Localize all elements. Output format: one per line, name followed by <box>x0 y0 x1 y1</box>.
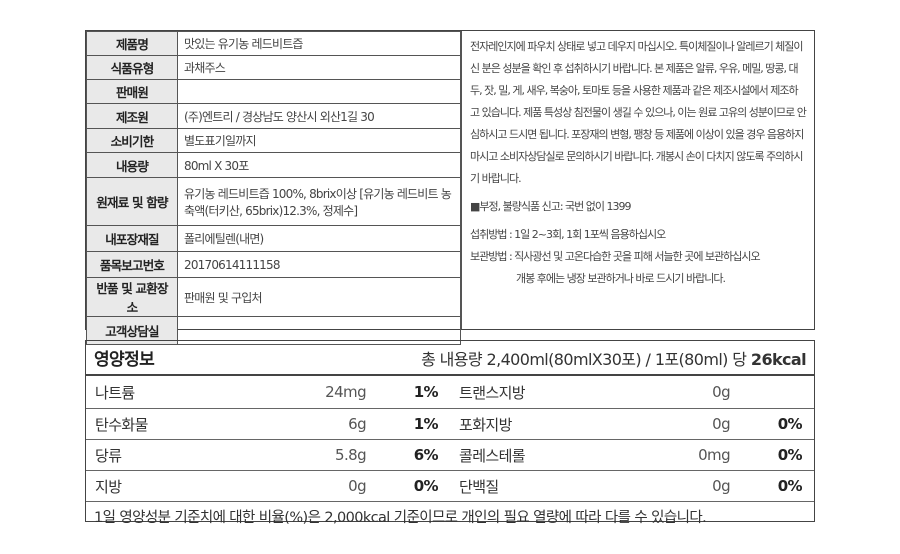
nutrient-percent: 0% <box>777 415 803 433</box>
caution-notes: 전자레인지에 파우치 상태로 넣고 데우지 마십시오. 특이체질이나 알레르기 … <box>461 31 814 329</box>
nutrient-percent: 6% <box>413 446 439 464</box>
kcal-value: 26kcal <box>750 349 807 369</box>
info-row: 판매원 <box>86 79 461 104</box>
nutrient-name: 포화지방 <box>459 415 512 434</box>
info-row: 제품명 맛있는 유기농 레드비트즙 <box>86 31 461 56</box>
info-label: 원재료 및 함량 <box>86 177 178 226</box>
nutrient-cell: 나트륨 24mg 1% <box>86 382 450 403</box>
product-info-box: 제품명 맛있는 유기농 레드비트즙 식품유형 과채주스 판매원 제조원 (주)엔트리 / 경… <box>85 30 815 345</box>
nutrient-cell: 지방 0g 0% <box>86 476 450 497</box>
info-label: 반품 및 교환장소 <box>86 277 178 317</box>
nutrient-cell: 당류 5.8g 6% <box>86 445 450 466</box>
info-row: 원재료 및 함량 유기농 레드비트즙 100%, 8brix이상 [유기농 레드비… <box>86 177 461 226</box>
nutrient-percent: 1% <box>413 383 439 401</box>
nutrient-cell: 포화지방 0g 0% <box>450 414 814 435</box>
nutrient-amount: 0g <box>712 477 730 495</box>
caution-text: 전자레인지에 파우치 상태로 넣고 데우지 마십시오. 특이체질이나 알레르기 … <box>470 40 807 185</box>
nutrient-percent: 0% <box>777 446 803 464</box>
storage-text: 보관방법 : 직사광선 및 고온다습한 곳을 피해 서늘한 곳에 보관하십시오 <box>470 250 761 263</box>
info-value: 20170614111158 <box>177 251 461 278</box>
nutrient-name: 콜레스테롤 <box>459 446 526 465</box>
nutrient-name: 당류 <box>95 446 122 465</box>
nutrient-name: 지방 <box>95 477 122 496</box>
info-value <box>177 79 461 104</box>
info-label: 제품명 <box>86 31 178 56</box>
nutrient-amount: 0mg <box>698 446 730 464</box>
nutrient-name: 나트륨 <box>95 383 135 402</box>
nutrient-cell: 단백질 0g 0% <box>450 476 814 497</box>
info-value: 80ml X 30포 <box>177 152 461 178</box>
serving-info: 총 내용량 2,400ml(80mlX30포) / 1포(80ml) 당 26k… <box>421 346 807 370</box>
nutrient-row: 탄수화물 6g 1% 포화지방 0g 0% <box>86 409 814 440</box>
nutrient-row: 나트륨 24mg 1% 트랜스지방 0g <box>86 376 814 409</box>
nutrient-amount: 5.8g <box>335 446 367 464</box>
info-row: 식품유형 과채주스 <box>86 55 461 80</box>
info-row: 소비기한 별도표기일까지 <box>86 128 461 153</box>
nutrition-header: 영양정보 총 내용량 2,400ml(80mlX30포) / 1포(80ml) … <box>86 341 814 376</box>
nutrient-amount: 0g <box>348 477 366 495</box>
nutrition-footnote: 1일 영양성분 기준치에 대한 비율(%)은 2,000kcal 기준이므로 개… <box>94 510 707 526</box>
info-value: 과채주스 <box>177 55 461 80</box>
nutrition-facts: 영양정보 총 내용량 2,400ml(80mlX30포) / 1포(80ml) … <box>85 340 815 526</box>
nutrient-name: 트랜스지방 <box>459 383 526 402</box>
nutrient-percent: 0% <box>777 477 803 495</box>
serving-text: 총 내용량 2,400ml(80mlX30포) / 1포(80ml) 당 <box>421 349 747 369</box>
info-value: (주)엔트리 / 경상남도 양산시 외산1길 30 <box>177 103 461 129</box>
nutrition-title: 영양정보 <box>94 350 155 370</box>
info-row: 반품 및 교환장소 판매원 및 구입처 <box>86 277 461 317</box>
info-row: 제조원 (주)엔트리 / 경상남도 양산시 외산1길 30 <box>86 103 461 129</box>
nutrient-cell: 탄수화물 6g 1% <box>86 414 450 435</box>
info-label: 내용량 <box>86 152 178 178</box>
info-label: 식품유형 <box>86 55 178 80</box>
info-label: 소비기한 <box>86 128 178 153</box>
storage-text-2: 개봉 후에는 냉장 보관하거나 바로 드시기 바랍니다. <box>516 272 726 285</box>
nutrient-amount: 0g <box>712 383 730 401</box>
info-row: 내포장재질 폴리에틸렌(내면) <box>86 225 461 252</box>
nutrient-percent: 0% <box>413 477 439 495</box>
nutrient-percent: 1% <box>413 415 439 433</box>
info-row: 품목보고번호 20170614111158 <box>86 251 461 278</box>
product-info-table: 제품명 맛있는 유기농 레드비트즙 식품유형 과채주스 판매원 제조원 (주)엔트리 / 경… <box>86 31 461 345</box>
info-value: 폴리에틸렌(내면) <box>177 225 461 252</box>
info-label: 내포장재질 <box>86 225 178 252</box>
nutrient-name: 단백질 <box>459 477 499 496</box>
info-value: 판매원 및 구입처 <box>177 277 461 317</box>
intake-text: 섭취방법 : 1일 2~3회, 1회 1포씩 음용하십시오 <box>470 228 666 241</box>
info-row: 내용량 80ml X 30포 <box>86 152 461 178</box>
report-text: ■부정, 불량식품 신고: 국번 없이 1399 <box>470 200 632 213</box>
nutrient-row: 지방 0g 0% 단백질 0g 0% <box>86 471 814 502</box>
nutrient-row: 당류 5.8g 6% 콜레스테롤 0mg 0% <box>86 440 814 471</box>
nutrient-amount: 6g <box>348 415 366 433</box>
nutrient-cell: 콜레스테롤 0mg 0% <box>450 445 814 466</box>
info-value: 맛있는 유기농 레드비트즙 <box>177 31 461 56</box>
info-label: 제조원 <box>86 103 178 129</box>
info-value: 별도표기일까지 <box>177 128 461 153</box>
nutrient-name: 탄수화물 <box>95 415 148 434</box>
info-label: 판매원 <box>86 79 178 104</box>
info-value: 유기농 레드비트즙 100%, 8brix이상 [유기농 레드비트 농축액(터키… <box>177 177 461 226</box>
nutrient-cell: 트랜스지방 0g <box>450 382 814 403</box>
nutrient-amount: 24mg <box>325 383 366 401</box>
nutrient-amount: 0g <box>712 415 730 433</box>
info-label: 품목보고번호 <box>86 251 178 278</box>
